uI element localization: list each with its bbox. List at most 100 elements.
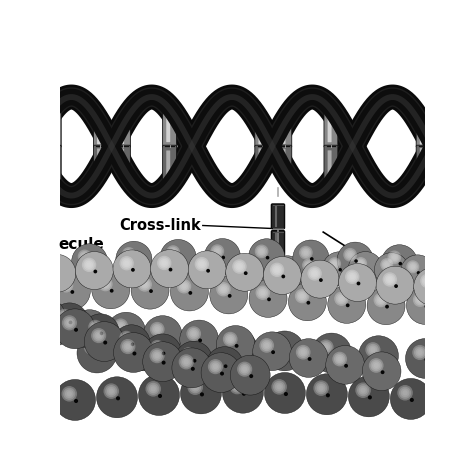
Circle shape: [298, 346, 309, 358]
Circle shape: [354, 259, 358, 263]
Circle shape: [34, 308, 73, 346]
Circle shape: [272, 337, 287, 353]
Circle shape: [216, 282, 231, 296]
Circle shape: [221, 255, 225, 259]
Circle shape: [160, 239, 196, 275]
Circle shape: [310, 257, 314, 261]
Circle shape: [188, 251, 226, 289]
Circle shape: [186, 326, 201, 341]
Circle shape: [226, 335, 234, 343]
Circle shape: [312, 271, 317, 276]
Circle shape: [414, 346, 426, 358]
Circle shape: [322, 252, 356, 286]
Circle shape: [113, 319, 128, 333]
Circle shape: [272, 379, 287, 395]
Circle shape: [256, 246, 267, 257]
Circle shape: [93, 325, 98, 329]
Circle shape: [79, 251, 90, 262]
Circle shape: [121, 257, 132, 269]
Circle shape: [414, 268, 452, 306]
Circle shape: [339, 296, 344, 301]
Circle shape: [151, 386, 156, 392]
Circle shape: [62, 315, 77, 330]
Circle shape: [273, 381, 285, 393]
Circle shape: [384, 263, 389, 267]
Circle shape: [82, 254, 87, 259]
Circle shape: [424, 304, 428, 308]
Circle shape: [183, 349, 194, 360]
Circle shape: [231, 381, 243, 392]
Circle shape: [284, 392, 288, 396]
Circle shape: [103, 340, 107, 345]
Circle shape: [229, 379, 245, 394]
Circle shape: [187, 379, 203, 395]
FancyBboxPatch shape: [282, 125, 285, 144]
Circle shape: [365, 342, 381, 357]
Circle shape: [367, 287, 405, 325]
Circle shape: [382, 245, 418, 281]
FancyBboxPatch shape: [324, 145, 338, 184]
Circle shape: [168, 247, 178, 257]
Circle shape: [62, 281, 70, 289]
Circle shape: [234, 261, 245, 272]
Circle shape: [162, 261, 167, 265]
Circle shape: [178, 336, 193, 351]
Circle shape: [300, 294, 304, 299]
Circle shape: [410, 398, 414, 402]
Circle shape: [369, 346, 377, 354]
FancyBboxPatch shape: [117, 145, 130, 170]
Circle shape: [406, 286, 445, 324]
Circle shape: [346, 303, 350, 307]
Circle shape: [115, 320, 127, 332]
Circle shape: [138, 374, 180, 416]
Circle shape: [89, 261, 92, 264]
Circle shape: [369, 358, 383, 373]
Circle shape: [348, 252, 353, 257]
Circle shape: [113, 325, 150, 362]
Circle shape: [64, 283, 69, 288]
Circle shape: [87, 343, 96, 351]
Circle shape: [345, 270, 359, 284]
Circle shape: [46, 262, 57, 273]
FancyBboxPatch shape: [439, 120, 453, 147]
Circle shape: [134, 341, 143, 349]
Circle shape: [299, 246, 313, 259]
Circle shape: [149, 384, 157, 393]
Circle shape: [103, 383, 119, 399]
Circle shape: [85, 341, 97, 353]
Circle shape: [293, 240, 329, 276]
Circle shape: [372, 361, 380, 370]
Circle shape: [216, 356, 223, 364]
Circle shape: [303, 260, 314, 270]
Circle shape: [301, 350, 306, 355]
Circle shape: [383, 272, 397, 287]
Circle shape: [144, 334, 181, 371]
Circle shape: [427, 258, 461, 292]
Circle shape: [338, 264, 376, 301]
Circle shape: [218, 330, 258, 370]
Circle shape: [375, 294, 386, 306]
Circle shape: [387, 277, 392, 282]
Circle shape: [142, 282, 147, 287]
Circle shape: [208, 359, 223, 374]
Circle shape: [175, 341, 212, 378]
Circle shape: [172, 348, 212, 388]
Circle shape: [301, 260, 339, 298]
Circle shape: [51, 303, 88, 340]
Circle shape: [150, 322, 164, 337]
Circle shape: [229, 341, 235, 346]
Circle shape: [223, 332, 237, 346]
Circle shape: [254, 269, 259, 273]
Circle shape: [189, 381, 201, 393]
Circle shape: [288, 283, 327, 321]
Circle shape: [308, 266, 322, 281]
Circle shape: [261, 340, 273, 351]
Circle shape: [33, 304, 48, 319]
Circle shape: [78, 249, 91, 263]
Circle shape: [72, 244, 108, 280]
Circle shape: [374, 363, 379, 368]
Circle shape: [26, 298, 66, 338]
Circle shape: [71, 290, 74, 294]
Circle shape: [56, 273, 60, 276]
Circle shape: [365, 268, 368, 271]
